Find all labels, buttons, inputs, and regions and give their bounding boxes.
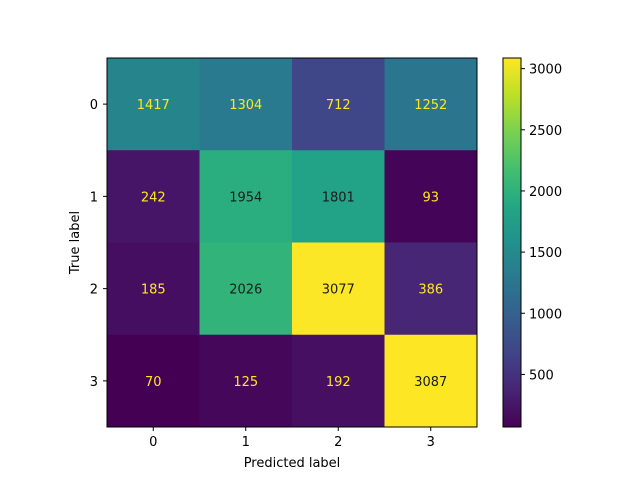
- colorbar-tick-label: 2000: [529, 185, 562, 200]
- heatmap-cell: [107, 334, 200, 428]
- heatmap-cell: [292, 242, 385, 336]
- colorbar-tick-label: 500: [529, 368, 554, 383]
- cell-value-label: 185: [141, 283, 166, 298]
- cell-value-label: 93: [422, 190, 439, 205]
- cell-value-label: 242: [141, 190, 166, 205]
- y-tick-label: 0: [90, 98, 98, 113]
- heatmap-cell: [107, 150, 200, 243]
- cell-value-label: 125: [233, 375, 258, 390]
- cell-value-label: 192: [326, 375, 351, 390]
- heatmap-cell: [107, 58, 200, 151]
- y-tick-label: 1: [90, 190, 98, 205]
- cell-value-label: 3077: [322, 283, 355, 298]
- y-axis-ticks: 0 1 2 3: [90, 98, 107, 390]
- cell-value-label: 1801: [322, 190, 355, 205]
- y-axis-label: True label: [68, 211, 83, 275]
- heatmap-cell: [199, 150, 293, 243]
- cell-value-label: 1417: [137, 98, 170, 113]
- heatmap-cell: [292, 58, 385, 151]
- heatmap-cell: [384, 58, 478, 151]
- x-tick-label: 2: [334, 435, 342, 450]
- cell-value-label: 1954: [229, 190, 262, 205]
- x-axis-label: Predicted label: [244, 456, 341, 471]
- cell-value-label: 1304: [229, 98, 262, 113]
- plot-frame: [106, 57, 478, 428]
- heatmap-cell: [199, 242, 293, 336]
- colorbar-ticks: 500 1000 1500 2000 2500 3000: [521, 63, 562, 383]
- heatmap-cell: [384, 242, 478, 336]
- cell-value-label: 712: [326, 98, 351, 113]
- cell-value-label: 2026: [229, 283, 262, 298]
- heatmap-cell: [292, 150, 385, 243]
- cell-value-label: 1252: [414, 98, 447, 113]
- colorbar-tick-label: 3000: [529, 63, 562, 78]
- y-tick-label: 3: [90, 375, 98, 390]
- x-tick-label: 0: [149, 435, 157, 450]
- heatmap-cell: [384, 150, 478, 243]
- x-axis-ticks: 0 1 2 3: [149, 427, 435, 450]
- heatmap-cell: [107, 242, 200, 336]
- heatmap-cell: [199, 58, 293, 151]
- heatmap-cell: [384, 334, 478, 428]
- heatmap-cell: [199, 334, 293, 428]
- x-tick-label: 3: [427, 435, 435, 450]
- heatmap-cell: [292, 334, 385, 428]
- colorbar-tick-label: 2500: [529, 124, 562, 139]
- colorbar-tick-label: 1000: [529, 307, 562, 322]
- x-tick-label: 1: [242, 435, 250, 450]
- colorbar-tick-label: 1500: [529, 246, 562, 261]
- colorbar: [502, 57, 522, 428]
- cell-value-label: 3087: [414, 375, 447, 390]
- cell-value-label: 70: [145, 375, 162, 390]
- heatmap-cells: 1417 1304 712 1252 242 1954 1801 93 185 2026 3077 3…: [107, 58, 478, 428]
- cell-value-label: 386: [418, 283, 443, 298]
- y-tick-label: 2: [90, 283, 98, 298]
